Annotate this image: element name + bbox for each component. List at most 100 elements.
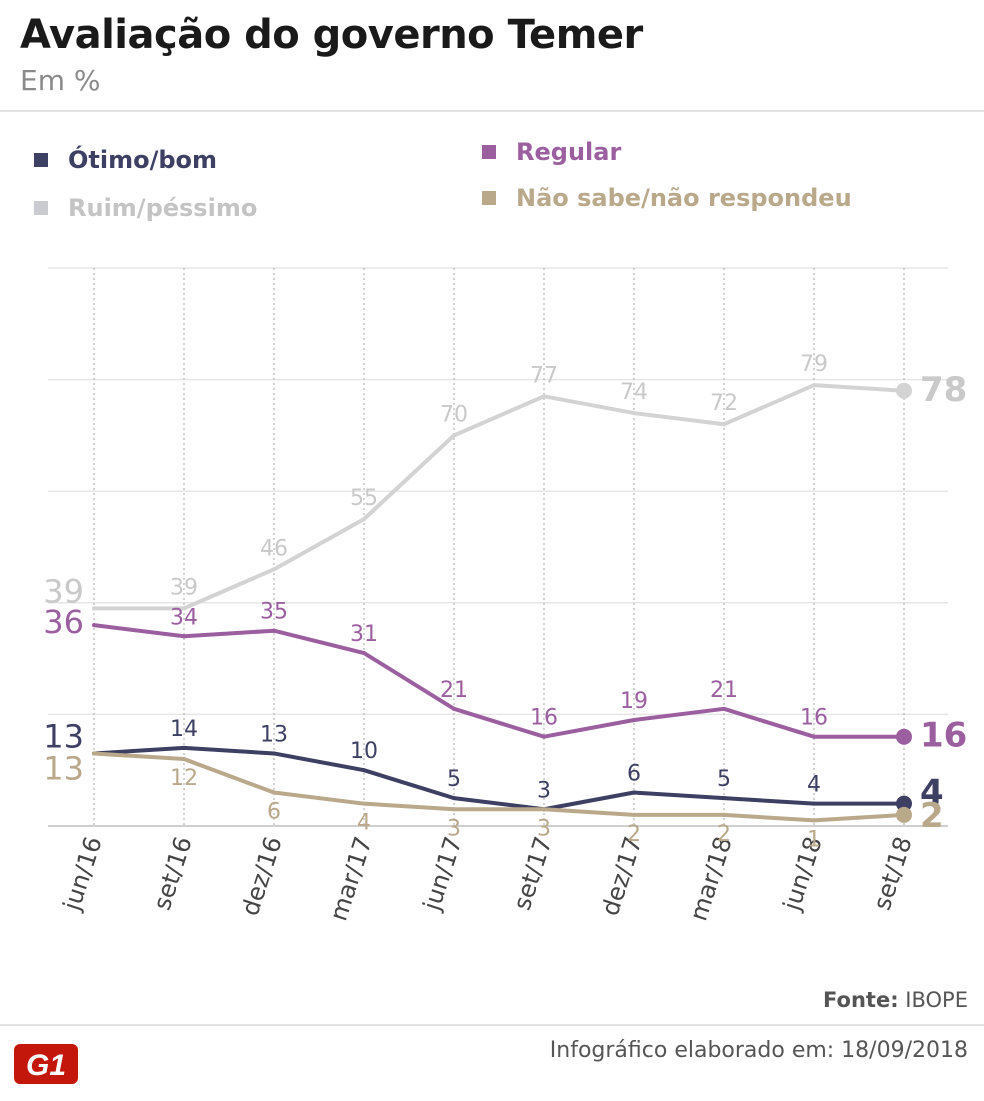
data-point-regular-dez-17 [632,717,636,722]
data-point-nao-sabe-nao-respondeu-jun-17 [452,807,456,812]
data-point-ruim-pessimo-set-18 [896,382,912,399]
data-label-ruim-pessimo-dez-17: 74 [620,380,648,405]
x-tick-label-set-17: set/17 [508,833,558,913]
data-label-regular-jun-17: 21 [440,678,468,703]
g1-logo: G1 [14,1044,78,1084]
data-label-otimo-bom-mar-18: 5 [717,767,731,792]
line-chart: jun/16 set/16 dez/16 mar/17 jun/17 set/17 dez/… [43,267,967,924]
data-point-regular-set-17 [542,734,546,739]
source-label: Fonte: [823,988,899,1012]
x-tick-label-jun-17: jun/17 [417,833,467,915]
data-label-ruim-pessimo-jun-18: 79 [800,352,828,377]
data-label-ruim-pessimo-mar-17: 55 [350,486,378,511]
x-tick-label-jun-16: jun/16 [57,833,107,915]
credit-note: Infográfico elaborado em: 18/09/2018 [549,1038,968,1063]
data-point-nao-sabe-nao-respondeu-mar-17 [362,801,366,806]
data-label-regular-dez-16: 35 [260,600,288,625]
x-tick-label-mar-17: mar/17 [324,833,377,924]
legend-item-regular: Regular [482,138,621,166]
data-label-otimo-bom-jun-16: 13 [43,717,84,755]
legend-item-otimo-bom: Ótimo/bom [34,146,217,174]
data-point-ruim-pessimo-set-16 [182,606,186,611]
data-label-otimo-bom-dez-17: 6 [627,762,641,787]
data-label-nao-sabe-nao-respondeu-set-16: 12 [170,766,198,791]
data-point-nao-sabe-nao-respondeu-set-16 [182,757,186,762]
data-label-regular-jun-16: 36 [43,603,84,641]
chart-subtitle: Em % [20,64,101,97]
data-point-ruim-pessimo-mar-17 [362,517,366,522]
data-label-nao-sabe-nao-respondeu-dez-17: 2 [627,822,641,847]
data-label-nao-sabe-nao-respondeu-set-18: 2 [920,796,944,836]
data-label-ruim-pessimo-set-16: 39 [170,575,198,600]
source-note: Fonte: IBOPE [823,988,968,1012]
x-tick-label-dez-16: dez/16 [236,833,288,919]
data-label-ruim-pessimo-dez-16: 46 [260,536,288,561]
series-line-otimo-bom [92,745,906,812]
data-point-ruim-pessimo-dez-16 [272,567,276,572]
data-point-regular-jun-17 [452,706,456,711]
x-tick-label-mar-18: mar/18 [684,833,737,924]
data-label-nao-sabe-nao-respondeu-dez-16: 6 [267,800,281,825]
data-label-ruim-pessimo-mar-18: 72 [710,391,738,416]
data-label-nao-sabe-nao-respondeu-mar-17: 4 [357,811,371,836]
data-point-otimo-bom-dez-16 [272,751,276,756]
data-label-regular-set-17: 16 [530,706,558,731]
data-point-otimo-bom-mar-17 [362,768,366,773]
data-label-regular-dez-17: 19 [620,689,648,714]
x-tick-label-set-18: set/18 [868,833,918,913]
data-label-otimo-bom-set-17: 3 [537,778,551,803]
data-point-regular-set-18 [896,728,912,745]
data-point-nao-sabe-nao-respondeu-jun-16 [92,751,96,756]
data-label-ruim-pessimo-jun-16: 39 [43,572,84,610]
data-point-nao-sabe-nao-respondeu-jun-18 [812,818,816,823]
data-point-nao-sabe-nao-respondeu-dez-16 [272,790,276,795]
data-point-regular-mar-18 [722,706,726,711]
legend-item-nao-sabe: Não sabe/não respondeu [482,184,852,212]
data-label-ruim-pessimo-jun-17: 70 [440,402,468,427]
data-label-otimo-bom-mar-17: 10 [350,739,378,764]
data-label-ruim-pessimo-set-18: 78 [920,370,967,410]
data-label-ruim-pessimo-set-17: 77 [530,363,558,388]
data-label-nao-sabe-nao-respondeu-set-17: 3 [537,816,551,841]
legend-item-ruim-pessimo: Ruim/péssimo [34,194,257,222]
series-line-regular [92,623,906,739]
data-label-otimo-bom-set-16: 14 [170,717,198,742]
data-point-otimo-bom-dez-17 [632,790,636,795]
x-tick-label-set-16: set/16 [148,833,198,913]
legend-swatch-regular [482,145,496,159]
header-divider [0,110,984,112]
series-line-nao-sabe-nao-respondeu [92,751,906,823]
source-value: IBOPE [905,988,968,1012]
legend-label-otimo-bom: Ótimo/bom [68,146,218,174]
series-line-ruim-pessimo [92,383,906,611]
data-point-ruim-pessimo-jun-18 [812,383,816,388]
data-label-otimo-bom-set-18: 4 [920,773,944,813]
data-label-nao-sabe-nao-respondeu-mar-18: 2 [717,822,731,847]
data-label-otimo-bom-jun-18: 4 [807,773,821,798]
footer-divider [0,1024,984,1026]
data-label-otimo-bom-jun-17: 5 [447,767,461,792]
legend-label-nao-sabe: Não sabe/não respondeu [516,184,852,212]
data-label-nao-sabe-nao-respondeu-jun-17: 3 [447,816,461,841]
data-point-otimo-bom-set-16 [182,745,186,750]
data-point-otimo-bom-jun-17 [452,796,456,801]
data-point-regular-dez-16 [272,628,276,633]
data-point-ruim-pessimo-set-17 [542,394,546,399]
data-label-regular-set-18: 16 [920,716,967,756]
chart-title: Avaliação do governo Temer [20,12,643,58]
data-point-ruim-pessimo-jun-17 [452,433,456,438]
data-point-regular-jun-18 [812,734,816,739]
data-point-regular-set-16 [182,634,186,639]
data-point-nao-sabe-nao-respondeu-mar-18 [722,812,726,817]
data-label-regular-set-16: 34 [170,605,198,630]
legend-swatch-nao-sabe [482,191,496,205]
data-label-otimo-bom-dez-16: 13 [260,722,288,747]
data-point-ruim-pessimo-dez-17 [632,411,636,416]
g1-logo-text: G1 [26,1049,66,1082]
data-label-nao-sabe-nao-respondeu-jun-18: 1 [807,827,821,852]
data-label-nao-sabe-nao-respondeu-jun-16: 13 [43,749,84,787]
data-point-regular-mar-17 [362,651,366,656]
legend-swatch-ruim-pessimo [34,201,48,215]
data-point-regular-jun-16 [92,623,96,628]
legend-swatch-otimo-bom [34,153,48,167]
